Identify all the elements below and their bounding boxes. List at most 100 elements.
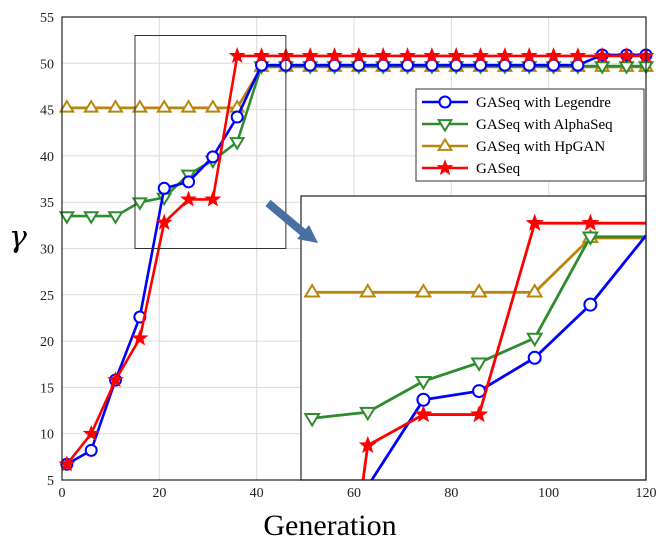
star-marker	[350, 47, 368, 64]
y-tick-label: 15	[40, 381, 54, 396]
circle-marker	[84, 443, 98, 457]
y-tick-label: 35	[40, 196, 54, 211]
zoom-arrow-icon	[265, 199, 318, 243]
legend: GASeq with Legendre GASeq with AlphaSeq GA…	[415, 88, 645, 182]
circle-marker	[474, 58, 488, 72]
x-tick-label: 100	[538, 486, 559, 501]
star-marker	[180, 190, 197, 207]
triangle-down-marker	[303, 413, 321, 428]
triangle-down-marker	[414, 376, 433, 391]
triangle-up-marker	[526, 283, 544, 298]
circle-marker	[157, 181, 171, 195]
inset-series-gaseq	[358, 213, 646, 480]
star-marker	[326, 47, 343, 64]
triangle-up-marker	[359, 283, 377, 298]
zoom-source-rect	[134, 35, 287, 249]
y-tick-label: 50	[40, 57, 54, 72]
y-tick-label: 20	[40, 335, 54, 350]
inset-frame	[300, 195, 647, 481]
legend-box	[415, 88, 645, 182]
triangle-up-marker	[107, 99, 124, 113]
circle-marker	[416, 392, 431, 407]
star-marker	[520, 47, 538, 64]
y-axis-label: γ	[9, 220, 27, 255]
x-tick-label: 0	[59, 486, 66, 501]
triangle-down-marker	[229, 137, 246, 151]
triangle-down-marker	[131, 197, 148, 211]
y-axis-ticks: 5 10 15 20 25 30 35 40 45 50 55	[40, 11, 54, 489]
triangle-down-marker	[526, 332, 544, 348]
zoom-source-box	[134, 35, 287, 249]
zoom-inset	[300, 195, 647, 481]
triangle-down-marker	[107, 211, 124, 225]
triangle-down-marker	[594, 61, 611, 75]
circle-marker	[583, 297, 598, 312]
star-marker	[399, 47, 416, 64]
circle-marker	[206, 150, 220, 164]
y-tick-label: 5	[47, 474, 54, 489]
star-marker	[545, 47, 562, 64]
legend-entry: GASeq with Legendre	[422, 95, 611, 111]
inset-series-gaseq-with-alphaseq	[303, 231, 646, 428]
circle-marker	[352, 58, 366, 72]
star-marker	[581, 213, 600, 231]
x-tick-label: 120	[636, 486, 657, 501]
circle-marker	[522, 58, 536, 72]
plot-frame	[61, 16, 647, 481]
star-marker	[436, 159, 454, 176]
circle-marker	[527, 350, 542, 365]
legend-label: GASeq	[476, 161, 521, 177]
x-tick-label: 20	[152, 486, 166, 501]
y-tick-label: 25	[40, 289, 54, 304]
star-marker	[569, 47, 587, 64]
series-gaseq	[58, 47, 655, 472]
legend-label: GASeq with HpGAN	[476, 139, 605, 155]
triangle-down-marker	[83, 211, 100, 225]
star-marker	[82, 424, 100, 441]
circle-marker	[230, 110, 244, 124]
legend-entry: GASeq	[422, 159, 521, 177]
y-tick-label: 30	[40, 243, 54, 258]
star-marker	[301, 47, 319, 64]
triangle-up-marker	[470, 283, 488, 298]
triangle-down-marker	[470, 357, 488, 372]
circle-marker	[376, 58, 390, 72]
legend-label: GASeq with Legendre	[476, 95, 611, 111]
triangle-up-marker	[204, 99, 221, 113]
star-marker	[204, 190, 222, 207]
star-marker	[374, 47, 392, 64]
star-marker	[447, 47, 465, 64]
circle-marker	[425, 58, 439, 72]
legend-entry: GASeq with HpGAN	[422, 137, 605, 155]
circle-marker	[401, 58, 415, 72]
x-tick-label: 60	[347, 486, 361, 501]
triangle-up-marker	[83, 99, 100, 113]
circle-marker	[547, 58, 561, 72]
star-marker	[228, 47, 246, 64]
triangle-down-marker	[58, 211, 75, 225]
star-marker	[107, 371, 124, 388]
triangle-up-marker	[414, 283, 433, 298]
circle-marker	[449, 58, 463, 72]
triangle-up-marker	[303, 283, 321, 298]
triangle-down-marker	[618, 61, 635, 75]
triangle-down-marker	[436, 119, 454, 133]
inset-series-line	[370, 234, 646, 480]
circle-marker	[438, 95, 452, 109]
y-tick-label: 55	[40, 11, 54, 26]
star-marker	[414, 405, 433, 423]
star-marker	[358, 435, 377, 454]
circle-marker	[571, 58, 585, 72]
triangle-up-marker	[131, 99, 148, 113]
circle-marker	[255, 58, 269, 72]
y-tick-label: 10	[40, 428, 54, 443]
y-tick-label: 40	[40, 150, 54, 165]
legend-label: GASeq with AlphaSeq	[476, 117, 613, 133]
star-marker	[525, 213, 544, 231]
star-marker	[472, 47, 489, 64]
inset-series-layer	[303, 213, 646, 480]
star-marker	[496, 47, 514, 64]
triangle-up-marker	[436, 137, 454, 151]
triangle-down-marker	[581, 231, 600, 246]
